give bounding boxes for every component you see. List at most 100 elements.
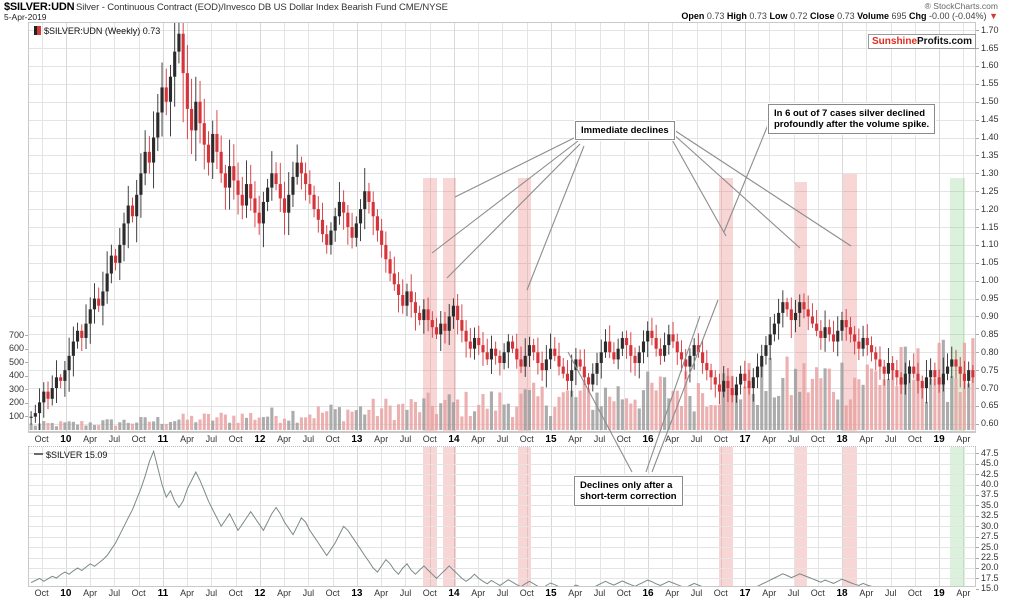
highlight-band xyxy=(423,447,437,593)
candlestick xyxy=(274,162,278,191)
chart-header: $SILVER:UDN Silver - Continuous Contract… xyxy=(0,0,1024,22)
volume-axis-tick xyxy=(25,402,28,404)
volume-bar xyxy=(532,382,536,430)
gridline-vertical xyxy=(696,447,698,593)
chg-value: -0.00 (-0.04%) xyxy=(929,11,987,21)
gridline-vertical xyxy=(914,447,916,593)
candlestick xyxy=(747,369,751,395)
volume-bar xyxy=(173,421,177,430)
candlestick xyxy=(29,411,33,425)
candlestick xyxy=(971,365,975,383)
gridline-vertical xyxy=(65,447,67,593)
volume-axis-tick xyxy=(25,362,28,364)
volume-bar xyxy=(557,396,561,430)
x-axis-tick-label: Oct xyxy=(519,434,534,444)
as-of-date: 5-Apr-2019 xyxy=(4,12,47,22)
volume-bar xyxy=(945,401,950,430)
candlestick xyxy=(612,342,616,364)
candlestick xyxy=(109,244,113,284)
volume-bar xyxy=(844,405,848,430)
candlestick xyxy=(696,333,700,358)
volume-bar xyxy=(544,405,548,430)
gridline-vertical xyxy=(65,23,67,431)
volume-bar xyxy=(54,426,59,430)
candlestick xyxy=(130,197,135,223)
volume-bar xyxy=(726,375,730,430)
volume-axis-tick xyxy=(25,389,28,391)
volume-bar xyxy=(498,392,502,430)
candlestick xyxy=(907,360,912,384)
x-axis-tick-label: Jul xyxy=(496,434,509,444)
candlestick xyxy=(743,360,747,389)
volume-bar xyxy=(384,398,388,430)
x-axis-tick-label: 17 xyxy=(739,588,751,599)
volume-bar xyxy=(751,393,755,430)
candlestick xyxy=(667,324,671,355)
candlestick xyxy=(768,317,772,360)
volume-bar xyxy=(392,420,396,430)
x-axis-tick-label: Oct xyxy=(810,434,825,444)
candlestick xyxy=(152,111,156,189)
y-axis-tick xyxy=(976,209,979,211)
candlestick xyxy=(692,338,696,370)
volume-bar xyxy=(337,407,341,430)
volume-bar xyxy=(540,386,544,430)
candlestick xyxy=(333,207,337,242)
volume-bar xyxy=(375,416,379,430)
volume-bar xyxy=(861,384,865,430)
volume-bar xyxy=(460,416,464,430)
volume-bar xyxy=(114,425,118,430)
volume-bar xyxy=(422,398,426,430)
candlestick xyxy=(637,345,641,379)
volume-bar xyxy=(798,391,802,430)
candlestick xyxy=(819,320,823,350)
candlestick xyxy=(777,298,781,340)
gridline-horizontal xyxy=(29,119,975,121)
volume-bar xyxy=(278,422,282,430)
gridline-horizontal xyxy=(29,316,975,318)
volume-bar xyxy=(443,399,447,430)
candlestick xyxy=(67,337,71,392)
candlestick xyxy=(671,321,675,349)
high-value: 0.73 xyxy=(749,11,767,21)
y-axis-tick-label: 1.15 xyxy=(981,221,999,232)
volume-bar xyxy=(709,404,713,430)
indicator-axis-tick xyxy=(976,484,979,486)
volume-bar xyxy=(755,404,760,430)
brand-word-two: Profits.com xyxy=(917,36,973,47)
candlestick xyxy=(895,360,899,386)
volume-bar xyxy=(810,378,814,430)
brand-word-one: Sunshine xyxy=(872,36,918,47)
open-value: 0.73 xyxy=(706,11,725,21)
gridline-vertical xyxy=(793,447,795,593)
price-panel: $SILVER:UDN (Weekly) 0.73 xyxy=(28,22,976,432)
gridline-horizontal xyxy=(29,65,975,67)
candlestick xyxy=(451,298,455,329)
volume-bar xyxy=(109,419,113,430)
x-axis-tick-label: Apr xyxy=(471,434,486,444)
indicator-axis-tick-label: 35.0 xyxy=(981,499,999,510)
candlestick xyxy=(164,68,168,116)
candlestick xyxy=(228,139,232,210)
volume-bar xyxy=(654,390,658,430)
gridline-vertical xyxy=(599,23,601,431)
y-axis-tick xyxy=(976,352,979,354)
candlestick xyxy=(261,191,265,248)
highlight-band xyxy=(950,447,965,593)
gridline-horizontal xyxy=(29,463,975,465)
volume-bar xyxy=(228,422,232,430)
candlestick xyxy=(71,326,75,377)
volume-bar xyxy=(325,411,329,430)
highlight-band xyxy=(795,447,807,593)
y-axis-tick-label: 1.25 xyxy=(981,185,999,196)
x-axis-tick-label: Jul xyxy=(302,588,315,598)
candlestick xyxy=(147,136,151,174)
volume-bar xyxy=(574,397,578,430)
volume-bar xyxy=(451,402,455,430)
gridline-vertical xyxy=(526,447,528,593)
volume-bar xyxy=(696,383,700,430)
price-plot-area xyxy=(29,23,975,431)
gridline-vertical xyxy=(187,447,189,593)
volume-bar xyxy=(168,421,173,430)
